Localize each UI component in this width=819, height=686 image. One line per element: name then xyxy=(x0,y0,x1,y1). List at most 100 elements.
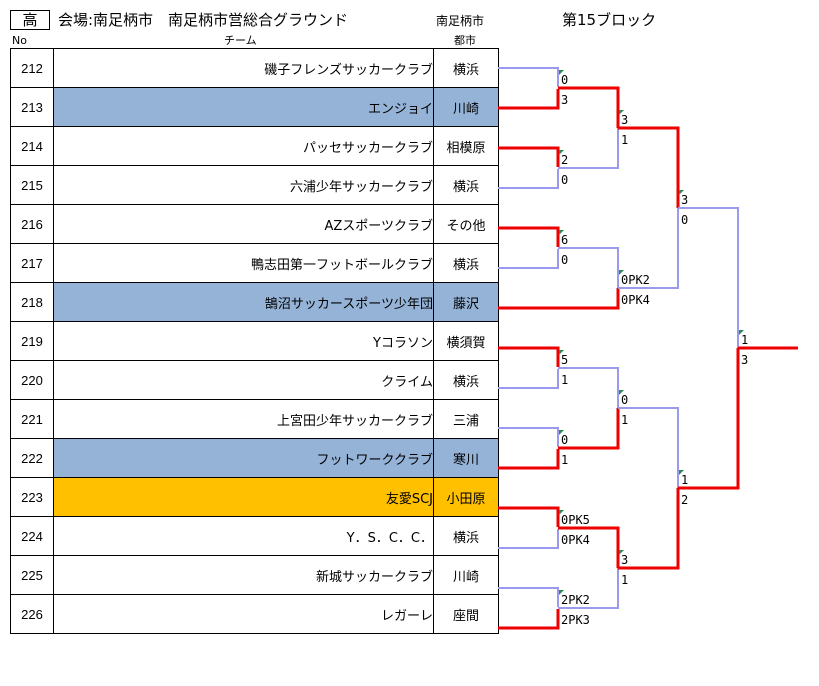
score-label: 0 xyxy=(681,213,688,227)
winner-marker xyxy=(619,390,624,395)
team-row: 219 Yコラソン 横須賀 xyxy=(10,321,499,361)
score-label: 0 xyxy=(561,253,568,267)
team-city: 横浜 xyxy=(433,360,499,400)
winner-marker xyxy=(559,350,564,355)
score-label: 2PK2 xyxy=(561,593,590,607)
bracket-line-r1 xyxy=(498,249,559,269)
score-label: 2 xyxy=(561,153,568,167)
bracket-line-r2 xyxy=(558,526,620,568)
team-number: 214 xyxy=(10,126,54,166)
venue-city: 南足柄市 xyxy=(436,14,485,28)
bracket-line-final xyxy=(678,207,739,348)
team-city: 三浦 xyxy=(433,399,499,439)
column-header-no: No xyxy=(12,34,27,47)
score-label: 0 xyxy=(561,433,568,447)
score-label: 3 xyxy=(681,193,688,207)
score-label: 1 xyxy=(741,333,748,347)
bracket-line-r1 xyxy=(498,226,560,247)
bracket-line-r1 xyxy=(498,587,559,607)
score-label: 1 xyxy=(681,473,688,487)
winner-marker xyxy=(619,270,624,275)
winner-marker xyxy=(559,590,564,595)
score-label: 2PK3 xyxy=(561,613,590,627)
bracket-line-r2 xyxy=(558,86,620,128)
team-city: 相模原 xyxy=(433,126,499,166)
winner-marker xyxy=(559,430,564,435)
team-name: 鵠沼サッカースポーツ少年団 xyxy=(53,282,434,322)
bracket-line-r1 xyxy=(498,609,560,630)
score-label: 1 xyxy=(561,373,568,387)
bracket-line-r2 xyxy=(558,568,619,609)
score-label: 2 xyxy=(681,493,688,507)
bracket-line-r1 xyxy=(498,427,559,447)
bracket-line-r2 xyxy=(558,408,620,450)
bracket-line-r3 xyxy=(618,208,679,289)
team-row: 220 クライム 横浜 xyxy=(10,360,499,400)
team-city: 藤沢 xyxy=(433,282,499,322)
team-row: 217 鴨志田第一フットボールクラブ 横浜 xyxy=(10,243,499,283)
team-city: 横浜 xyxy=(433,243,499,283)
score-label: 0 xyxy=(621,393,628,407)
bracket-line-r1 xyxy=(498,449,560,470)
team-name: 六浦少年サッカークラブ xyxy=(53,165,434,205)
winner-marker xyxy=(619,550,624,555)
winner-marker xyxy=(739,330,744,335)
team-row: 218 鵠沼サッカースポーツ少年団 藤沢 xyxy=(10,282,499,322)
score-label: 1 xyxy=(621,573,628,587)
column-header-city: 都市 xyxy=(454,34,476,47)
bracket-line-r1 xyxy=(498,369,559,389)
bracket-line-r3 xyxy=(618,126,680,208)
score-label: 0PK4 xyxy=(561,533,590,547)
team-city: 川崎 xyxy=(433,87,499,127)
score-label: 3 xyxy=(621,553,628,567)
winner-marker xyxy=(619,110,624,115)
team-number: 218 xyxy=(10,282,54,322)
score-label: 1 xyxy=(561,453,568,467)
team-city: 横浜 xyxy=(433,48,499,88)
winner-marker xyxy=(559,150,564,155)
winner-marker xyxy=(679,470,684,475)
team-number: 215 xyxy=(10,165,54,205)
score-label: 6 xyxy=(561,233,568,247)
team-number: 220 xyxy=(10,360,54,400)
team-row: 221 上宮田少年サッカークラブ 三浦 xyxy=(10,399,499,439)
winner-marker xyxy=(559,510,564,515)
team-city: その他 xyxy=(433,204,499,244)
team-city: 寒川 xyxy=(433,438,499,478)
bracket-line-r1 xyxy=(498,346,560,367)
bracket-line-r2 xyxy=(558,367,619,408)
team-number: 223 xyxy=(10,477,54,517)
team-number: 213 xyxy=(10,87,54,127)
team-row: 225 新城サッカークラブ 川崎 xyxy=(10,555,499,595)
team-name: レガーレ xyxy=(53,594,434,634)
team-name: Yコラソン xyxy=(53,321,434,361)
score-label: 1 xyxy=(621,133,628,147)
score-label: 0PK5 xyxy=(561,513,590,527)
team-row: 214 パッセサッカークラブ 相模原 xyxy=(10,126,499,166)
team-name: パッセサッカークラブ xyxy=(53,126,434,166)
score-label: 5 xyxy=(561,353,568,367)
score-label: 0PK4 xyxy=(621,293,650,307)
bracket-line-r3 xyxy=(618,407,679,488)
score-label: 0 xyxy=(561,173,568,187)
score-label: 1 xyxy=(621,413,628,427)
bracket-line-r1 xyxy=(498,529,559,549)
winner-marker xyxy=(679,190,684,195)
team-name: 上宮田少年サッカークラブ xyxy=(53,399,434,439)
bracket-line-r1 xyxy=(498,67,559,87)
score-label: 3 xyxy=(561,93,568,107)
score-label: 0PK2 xyxy=(621,273,650,287)
team-name: 磯子フレンズサッカークラブ xyxy=(53,48,434,88)
team-city: 川崎 xyxy=(433,555,499,595)
winner-marker xyxy=(559,70,564,75)
score-label: 3 xyxy=(621,113,628,127)
bracket-line-r3 xyxy=(618,488,680,570)
score-label: 3 xyxy=(741,353,748,367)
team-table: 212 磯子フレンズサッカークラブ 横浜 213 エンジョイ 川崎 214 パッセサッカークラ… xyxy=(10,48,499,634)
block-title: 第15ブロック xyxy=(562,11,657,29)
winner-marker xyxy=(559,230,564,235)
team-city: 横浜 xyxy=(433,165,499,205)
bracket-line-r2 xyxy=(498,288,620,310)
bracket-line-r1 xyxy=(498,89,560,110)
